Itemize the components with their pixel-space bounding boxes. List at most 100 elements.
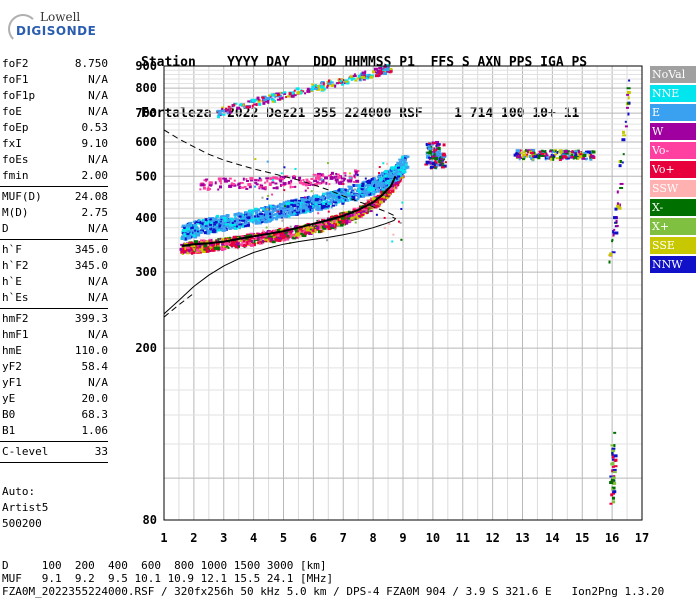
echo-dot [444, 161, 447, 164]
echo-dot [187, 242, 190, 245]
echo-dot [186, 251, 190, 255]
parameter-label: h`F2 [2, 259, 29, 272]
echo-dot [357, 192, 361, 195]
legend-item: X- [650, 199, 696, 216]
polarization-legend: NoVal NNE E W Vo- Vo+ SSW X- X+ SSE NNW [650, 66, 696, 275]
echo-dot [184, 250, 187, 254]
echo-dot [370, 177, 373, 181]
legend-item: NoVal [650, 66, 696, 83]
echo-dot [373, 186, 377, 189]
echo-dot [180, 250, 183, 254]
echo-dot [201, 222, 204, 226]
echo-dot [438, 152, 443, 155]
echo-dot [289, 201, 294, 204]
echo-dot [621, 130, 625, 134]
echo-dot [228, 184, 233, 188]
echo-dot [558, 157, 562, 161]
echo-dot [343, 172, 347, 175]
echo-dot [358, 184, 362, 188]
echo-dot [393, 174, 397, 178]
echo-dot [312, 175, 315, 178]
echo-dot [260, 184, 264, 188]
echo-dot [366, 191, 370, 194]
echo-dot [431, 153, 436, 157]
parameter-label: B1 [2, 424, 16, 437]
echo-dot [427, 147, 432, 151]
echo-dot [298, 210, 303, 214]
echo-dot [271, 178, 274, 181]
echo-dot [202, 239, 206, 242]
echo-dot [283, 92, 287, 95]
echo-dot [435, 144, 438, 147]
echo-dot [237, 215, 240, 218]
echo-dot [251, 99, 256, 103]
echo-dot [222, 245, 226, 248]
echo-dot [517, 149, 521, 153]
echo-dot [519, 152, 523, 155]
parameter-label: foEs [2, 153, 29, 166]
echo-dot [188, 224, 191, 227]
echo-dot [349, 176, 352, 179]
echo-dot [316, 219, 320, 222]
echo-dot [298, 231, 301, 234]
echo-dot [281, 184, 286, 187]
echo-dot [252, 217, 257, 220]
echo-dot [257, 239, 261, 242]
echo-dot [340, 201, 345, 204]
echo-dot [364, 177, 367, 180]
parameter-value: 0.53 [81, 121, 109, 134]
echo-dot [266, 96, 271, 100]
echo-dot [624, 125, 628, 128]
echo-dot [513, 153, 517, 157]
echo-dot [327, 174, 332, 177]
y-tick-labels: 80 200 300 400 500 600 700 800 900 [135, 59, 157, 527]
echo-dot [234, 218, 239, 221]
echo-dot [338, 195, 341, 199]
echo-dot [347, 185, 352, 188]
echo-dot [236, 244, 240, 248]
echo-dot [328, 201, 333, 204]
echo-dot [360, 209, 363, 212]
echo-dot [345, 220, 349, 224]
echo-dot [203, 224, 206, 228]
echo-dot [255, 98, 258, 102]
echo-dot [440, 161, 443, 164]
echo-dot [341, 212, 344, 215]
echo-dot [258, 186, 263, 189]
footer-distance-muf-line: D 100 200 400 600 800 1000 1500 3000 [km… [2, 559, 327, 572]
echo-dot [319, 207, 323, 211]
echo-dot [299, 208, 303, 211]
echo-dot [267, 210, 270, 214]
echo-dot [322, 174, 325, 178]
echo-dot [225, 214, 230, 218]
echo-dot [391, 184, 395, 188]
echo-dot [399, 221, 402, 224]
echo-dot [384, 65, 387, 68]
echo-dot [221, 243, 226, 246]
echo-dot [233, 222, 238, 226]
echo-dot [257, 241, 261, 245]
x-tick-label: 17 [635, 531, 649, 545]
echo-dot [341, 192, 344, 195]
echo-dot [571, 150, 574, 154]
echo-dot [254, 181, 258, 184]
echo-dot [530, 157, 533, 160]
echo-dot [388, 222, 391, 225]
echo-dot [203, 179, 206, 182]
echo-dot [262, 101, 266, 105]
echo-dot [256, 218, 260, 221]
echo-dot [201, 250, 206, 254]
echo-dot [558, 149, 563, 153]
echo-dot [365, 191, 368, 194]
echo-dot [356, 217, 360, 220]
echo-dot [264, 238, 269, 241]
echo-dot [327, 204, 330, 208]
echo-dot [271, 94, 276, 97]
echo-dot [207, 186, 210, 190]
echo-dot [217, 112, 222, 116]
echo-dot [394, 179, 398, 182]
echo-dot [300, 198, 305, 201]
echo-dot [619, 182, 624, 185]
echo-dot [549, 157, 552, 161]
echo-dot [568, 154, 571, 158]
